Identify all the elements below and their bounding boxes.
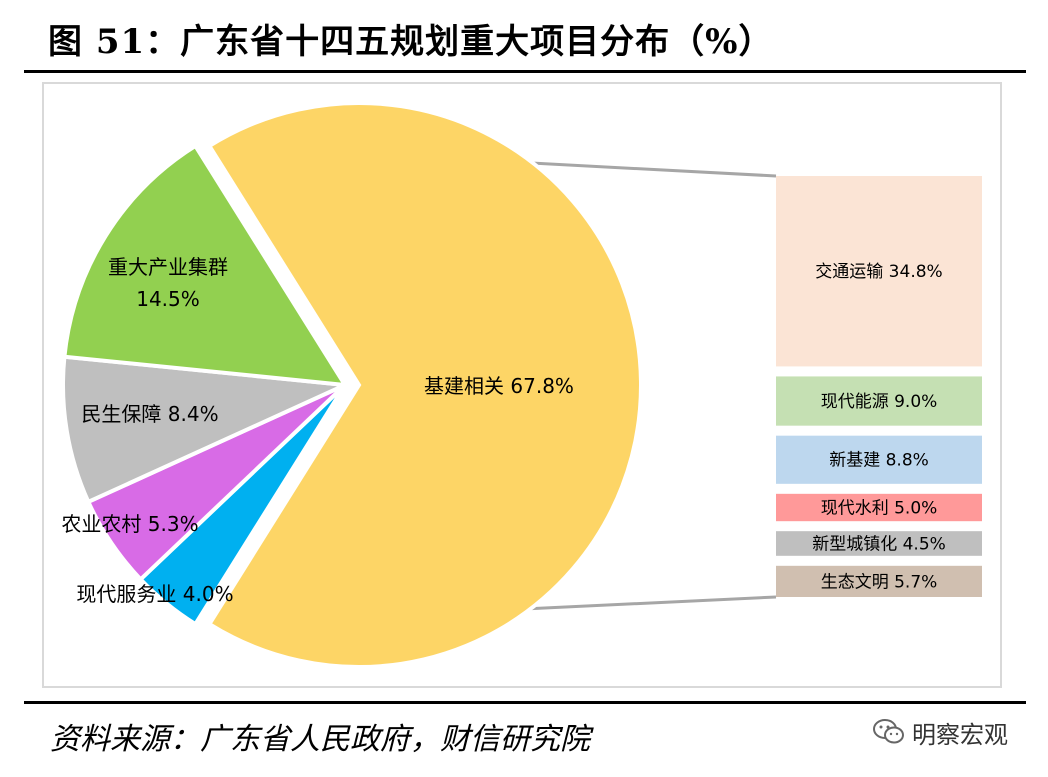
bar-label-item-751f60016587660e: 生态文明 5.7%	[821, 572, 938, 592]
watermark-text: 明察宏观	[912, 720, 1008, 749]
bar-segment-item-73b04ee36c345229	[776, 493, 982, 522]
bar-label-item-4ea4901a8fd08f93: 交通运输 34.8%	[815, 262, 942, 282]
pie-slice-item-6c11751f4fdd969c	[61, 354, 353, 505]
bottom-divider	[24, 701, 1026, 704]
bar-segment-item-4ea4901a8fd08f93	[776, 176, 982, 367]
bar-label-item-65b057fa5efa: 新基建 8.8%	[829, 451, 929, 471]
pie-labels: 基建相关 67.8% 现代服务业 4.0% 农业农村 5.3% 民生保障 8.4% 重大…	[61, 255, 574, 606]
bar-label-item-73b04ee380fd6e90: 现代能源 9.0%	[821, 392, 938, 412]
bar-label-item-65b0578b57ce95475316: 新型城镇化 4.5%	[812, 534, 946, 554]
breakdown-bar: 交通运输 34.8% 现代能源 9.0% 新基建 8.8% 现代水利 5.0% 新型城镇…	[776, 176, 982, 597]
pie-label-item-73b04ee3670d52a14e1a: 现代服务业 4.0%	[76, 582, 233, 606]
watermark: 明察宏观	[872, 714, 1008, 750]
pie-label-item-57fa5efa76f85173: 基建相关 67.8%	[424, 374, 574, 398]
pie-value-item-91cd59274ea74e1a96c67fa4: 14.5%	[136, 287, 200, 311]
bar-label-item-73b04ee36c345229: 现代水利 5.0%	[821, 499, 938, 519]
page-title: 图 51：广东省十四五规划重大项目分布（%）	[48, 22, 774, 62]
wechat-icon	[873, 719, 904, 744]
pie-slices	[61, 101, 643, 669]
bar-segment-item-65b057fa5efa	[776, 435, 982, 484]
bar-segment-item-65b0578b57ce95475316	[776, 531, 982, 556]
pie-label-item-519c4e1a519c6751: 农业农村 5.3%	[61, 512, 198, 536]
bar-segment-item-751f60016587660e	[776, 565, 982, 597]
pie-slice-item-91cd59274ea74e1a96c67fa4	[62, 143, 349, 388]
top-divider	[24, 70, 1026, 73]
bar-segment-item-73b04ee380fd6e90	[776, 376, 982, 426]
pie-slice-item-57fa5efa76f85173	[206, 101, 643, 669]
pie-label-item-91cd59274ea74e1a96c67fa4: 重大产业集群	[108, 255, 228, 279]
pie-label-item-6c11751f4fdd969c: 民生保障 8.4%	[81, 402, 218, 426]
source-note: 资料来源：广东省人民政府，财信研究院	[50, 722, 590, 757]
